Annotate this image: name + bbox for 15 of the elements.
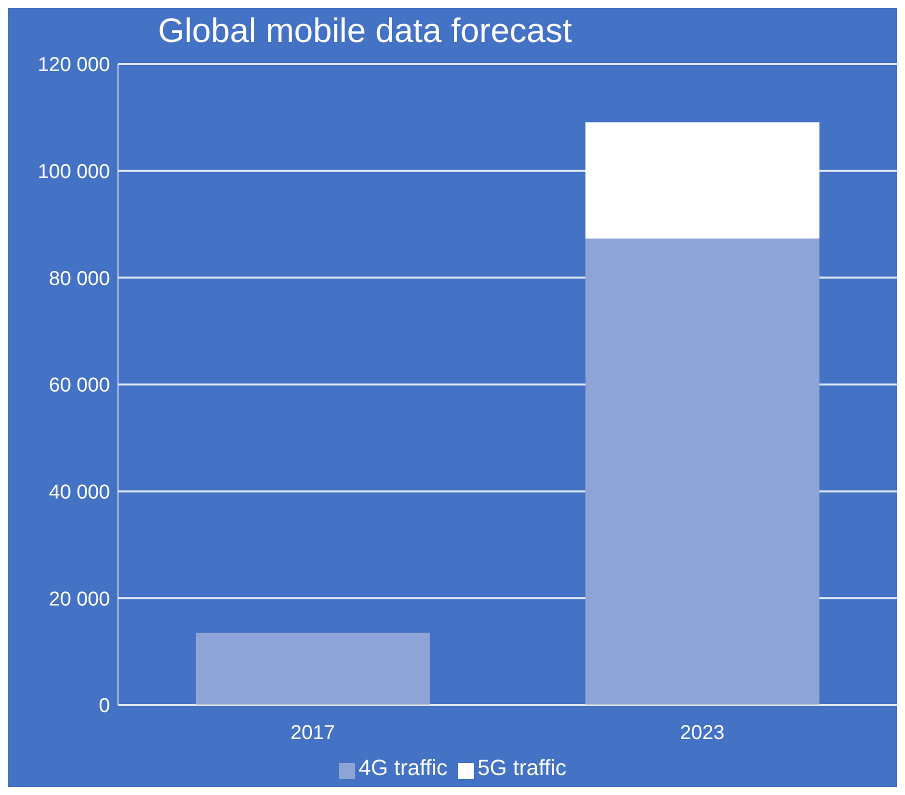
y-tick-label: 40 000 [48,481,110,504]
y-tick-label: 80 000 [48,268,110,290]
bar [585,122,820,239]
bar [196,632,430,705]
legend-label: 4G traffic [358,755,448,780]
bar [585,238,820,705]
y-tick-label: 60 000 [48,374,110,397]
x-tick-label: 2017 [290,722,335,744]
x-tick-label: 2023 [680,722,724,744]
y-tick-label: 20 000 [48,588,110,610]
y-tick-label: 100 000 [38,160,110,183]
y-tick-label: 0 [98,695,110,718]
chart-title: Global mobile data forecast [158,12,572,51]
legend-label: 5G traffic [478,755,566,780]
y-tick-label: 120 000 [38,54,110,76]
